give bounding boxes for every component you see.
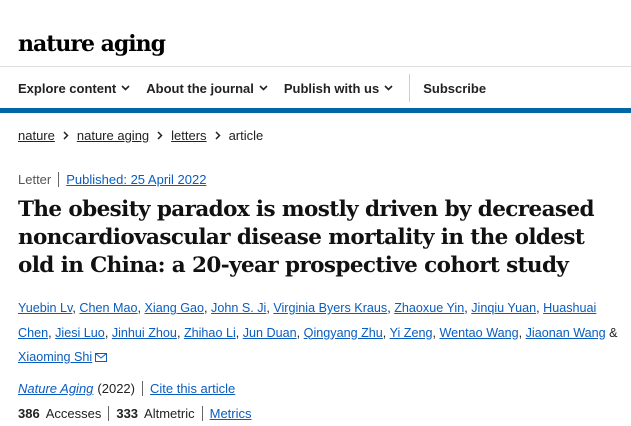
nav-publish-with-us[interactable]: Publish with us [284, 81, 393, 96]
author-link[interactable]: Chen Mao [79, 301, 138, 315]
author-separator: , [518, 325, 526, 340]
journal-line: Nature Aging (2022) Cite this article [18, 381, 235, 396]
author-separator: , [536, 301, 544, 315]
chevron-down-icon [121, 85, 130, 91]
breadcrumb-current: article [228, 128, 264, 143]
author-separator: , [387, 301, 395, 315]
author-link[interactable]: Virginia Byers Kraus [273, 301, 388, 315]
metrics-divider [108, 406, 110, 421]
metrics-link[interactable]: Metrics [209, 406, 252, 421]
author-link[interactable]: Huashuai Chen [18, 301, 597, 340]
author-separator: , [382, 325, 390, 340]
author-xiaoming-shi[interactable]: Xiaoming Shi [18, 350, 93, 364]
author-link[interactable]: Xiang Gao [144, 301, 205, 315]
author-link[interactable]: John S. Ji [211, 301, 267, 315]
article-metrics: 386 Accesses 333 Altmetric Metrics [18, 406, 252, 421]
main-nav: Explore content About the journal Publis… [18, 72, 502, 104]
article-title: The obesity paradox is mostly driven by … [18, 197, 595, 278]
author-link[interactable]: Jiaonan Wang [525, 325, 606, 340]
chevron-right-icon [157, 131, 163, 140]
nav-explore-content[interactable]: Explore content [18, 81, 130, 96]
metrics-divider [201, 406, 203, 421]
nav-publish-with-us-label: Publish with us [283, 80, 380, 96]
author-separator: , [432, 325, 440, 340]
author-separator: , [48, 325, 56, 340]
author-link[interactable]: Zhaoxue Yin [394, 301, 465, 315]
author-separator: , [72, 301, 80, 315]
author-link[interactable]: Jinhui Zhou [111, 325, 177, 340]
chevron-down-icon [259, 85, 268, 91]
breadcrumb-nature[interactable]: nature [18, 128, 55, 143]
author-link[interactable]: Wentao Wang [439, 325, 519, 340]
publication-year: (2022) [97, 381, 135, 396]
chevron-right-icon [63, 131, 69, 140]
author-link[interactable]: Zhihao Li [183, 325, 236, 340]
author-separator: , [104, 325, 112, 340]
journal-name-link[interactable]: Nature Aging [18, 381, 94, 396]
author-separator: , [176, 325, 184, 340]
author-link[interactable]: Yuebin Lv [18, 301, 73, 315]
nav-about-the-journal-label: About the journal [146, 80, 254, 96]
meta-divider [58, 172, 60, 187]
mail-icon[interactable] [95, 346, 108, 371]
nav-separator [409, 74, 411, 102]
published-date-link[interactable]: Published: 25 April 2022 [66, 172, 207, 187]
author-separator: , [296, 325, 304, 340]
nav-explore-content-label: Explore content [18, 80, 117, 96]
author-link[interactable]: Jun Duan [242, 325, 297, 340]
article-type: Letter [18, 172, 52, 187]
author-link[interactable]: Jinqiu Yuan [471, 301, 537, 315]
author-ampersand: & [609, 325, 618, 340]
breadcrumb: nature nature aging letters article [18, 128, 263, 143]
altmetric-label: Altmetric [144, 406, 195, 421]
site-logo[interactable]: nature aging [18, 31, 166, 57]
author-link[interactable]: Jiesi Luo [55, 325, 105, 340]
article-meta: Letter Published: 25 April 2022 [18, 172, 206, 187]
author-separator: , [464, 301, 472, 315]
chevron-right-icon [215, 131, 221, 140]
accesses-count: 386 [18, 406, 40, 421]
author-link[interactable]: Qingyang Zhu [303, 325, 383, 340]
breadcrumb-nature-aging[interactable]: nature aging [76, 128, 150, 143]
author-list: Yuebin Lv, Chen Mao, Xiang Gao, John S. … [18, 296, 618, 371]
author-separator: , [235, 325, 243, 340]
nav-about-the-journal[interactable]: About the journal [146, 81, 268, 96]
cite-this-article-link[interactable]: Cite this article [149, 381, 236, 396]
author-link[interactable]: Yi Zeng [389, 325, 433, 340]
accesses-label: Accesses [45, 406, 102, 421]
altmetric-count: 333 [116, 406, 139, 421]
author-separator: , [204, 301, 212, 315]
breadcrumb-letters[interactable]: letters [171, 128, 207, 143]
author-separator: , [137, 301, 145, 315]
chevron-down-icon [384, 85, 393, 91]
subscribe-link[interactable]: Subscribe [423, 80, 487, 96]
header-divider [0, 66, 631, 67]
journal-divider [141, 381, 143, 396]
author-separator: , [266, 301, 274, 315]
accent-bar [0, 108, 631, 113]
